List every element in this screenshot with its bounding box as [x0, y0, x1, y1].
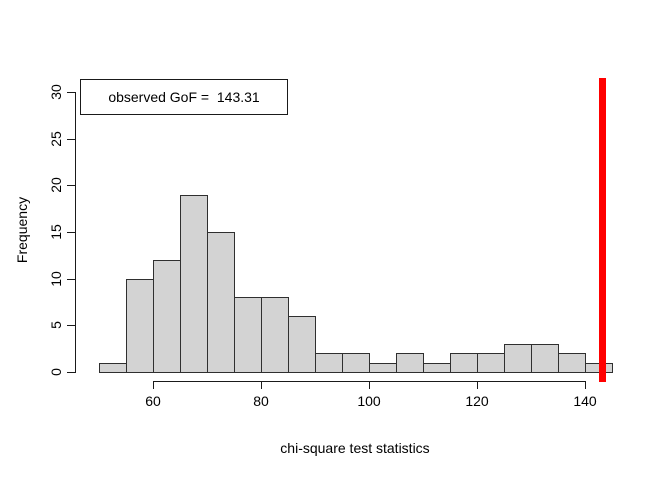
x-tick: [261, 381, 262, 389]
histogram-bar: [531, 344, 559, 373]
histogram-bar: [234, 297, 262, 373]
y-tick: [67, 139, 76, 140]
histogram-bar: [477, 353, 505, 373]
histogram-bar: [261, 297, 289, 373]
histogram-bar: [504, 344, 532, 373]
x-tick-label: 120: [465, 393, 489, 409]
y-tick: [67, 185, 76, 186]
x-tick: [369, 381, 370, 389]
histogram-bar: [369, 363, 397, 373]
observed-gof-line: [599, 78, 606, 382]
x-tick-label: 60: [145, 393, 161, 409]
x-tick-label: 140: [573, 393, 597, 409]
y-tick: [67, 372, 76, 373]
histogram-bar: [342, 353, 370, 373]
histogram-bar: [450, 353, 478, 373]
x-tick: [585, 381, 586, 389]
histogram-bar: [315, 353, 343, 373]
x-tick-label: 80: [253, 393, 269, 409]
x-axis-title: chi-square test statistics: [280, 440, 430, 456]
histogram-bar: [423, 363, 451, 373]
legend-box: observed GoF = 143.31: [80, 79, 288, 115]
x-tick: [153, 381, 154, 389]
histogram-bar: [396, 353, 424, 373]
histogram-bar: [153, 260, 181, 373]
histogram-bar: [288, 316, 316, 373]
y-tick: [67, 92, 76, 93]
y-tick: [67, 279, 76, 280]
histogram-bar: [99, 363, 127, 373]
histogram-bar: [180, 195, 208, 373]
histogram-bar: [207, 232, 235, 373]
y-tick: [67, 232, 76, 233]
y-axis-title: Frequency: [14, 196, 30, 264]
legend-label: observed GoF = 143.31: [108, 89, 260, 105]
y-tick-label: 30: [48, 84, 64, 100]
x-tick-label: 100: [357, 393, 381, 409]
histogram-bar: [558, 353, 586, 373]
y-tick: [67, 325, 76, 326]
x-tick: [477, 381, 478, 389]
histogram-bar: [126, 279, 154, 373]
